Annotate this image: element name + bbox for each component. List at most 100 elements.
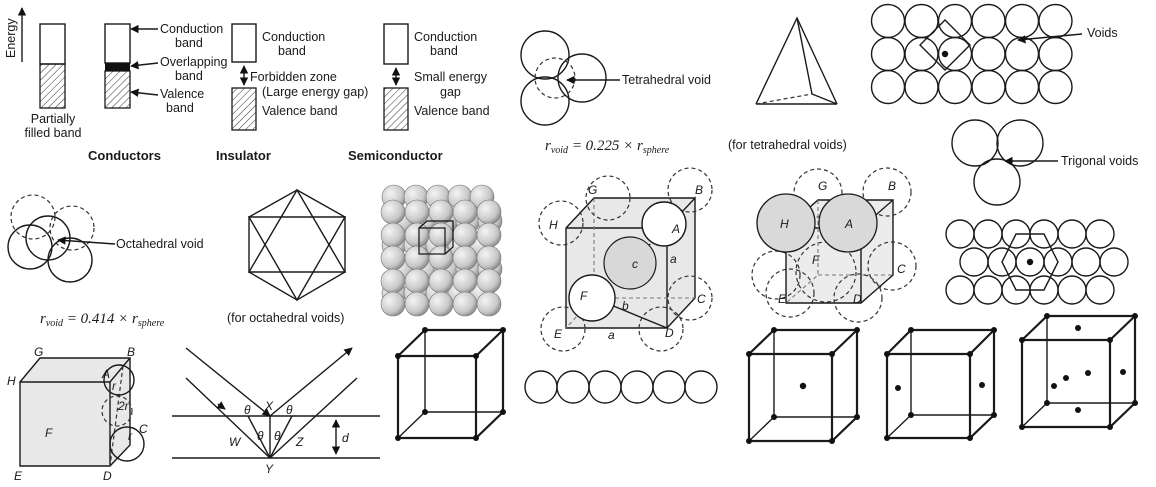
packed-sphere (1038, 36, 1073, 72)
tetra-label-E: E (554, 327, 563, 341)
trigonal-label: Trigonal voids (1061, 154, 1138, 168)
packed-sphere (904, 69, 939, 105)
packed-sphere (904, 36, 939, 72)
diag-label-H: H (7, 374, 16, 388)
lattice-point (908, 412, 914, 418)
tetra-label-a2: a (608, 328, 615, 342)
packed-sphere (452, 291, 478, 317)
overlapping-label-1: Overlapping (160, 55, 227, 69)
unit-cell-outline (418, 220, 454, 255)
conductor-valence-band (104, 70, 131, 109)
void-diamond (919, 19, 971, 71)
bragg-theta-3: θ (257, 429, 264, 443)
tetra-label-c: c (632, 257, 638, 271)
tetrahedral-cube-figure: G B H A c a F b C E D a (538, 167, 713, 352)
packed-sphere (1057, 219, 1087, 249)
lattice-point (395, 353, 401, 359)
semi-valence-label: Valence band (414, 104, 490, 118)
lattice-point (829, 351, 835, 357)
bcc-cube-figure (746, 327, 860, 444)
packed-sphere (380, 245, 406, 271)
tetrahedron-figure: (for tetrahedral voids) (728, 16, 847, 152)
lattice-point (473, 353, 479, 359)
diag-label-G: G (34, 345, 43, 359)
diag-label-E: E (14, 469, 23, 483)
row-of-spheres-figure (524, 370, 718, 404)
packed-sphere (476, 222, 502, 248)
packed-sphere (1099, 247, 1129, 277)
fcc-cube-figure (1019, 313, 1138, 430)
tetra-label-A: A (671, 222, 680, 236)
bragg-theta-1: θ (244, 403, 251, 417)
octahedron-projection-figure: (for octahedral voids) (227, 188, 347, 325)
diag-label-F: F (45, 426, 53, 440)
bragg-label-Z: Z (295, 435, 304, 449)
cond-valence-label-2: band (166, 101, 194, 115)
packed-sphere (476, 245, 502, 271)
packed-sphere (452, 245, 478, 271)
semi-conduction-label-2: band (430, 44, 458, 58)
packed-sphere (971, 36, 1006, 72)
lattice-point (854, 327, 860, 333)
octa-label-G: G (818, 179, 827, 193)
packed-sphere (959, 247, 989, 277)
lattice-point (1019, 424, 1025, 430)
packed-sphere (1004, 69, 1040, 105)
ins-valence-label: Valence band (262, 104, 338, 118)
tetra-label-B: B (695, 183, 703, 197)
octahedral-layer-figure (945, 219, 1129, 305)
lattice-point (991, 327, 997, 333)
lattice-point (500, 409, 506, 415)
bragg-label-W: W (229, 435, 242, 449)
packed-sphere (380, 199, 406, 225)
tetra-label-F: F (580, 289, 588, 303)
ins-conduction-label-1: Conduction (262, 30, 325, 44)
void-center-dot (941, 50, 949, 58)
lattice-point (967, 435, 973, 441)
packed-sphere (945, 275, 975, 305)
lattice-point (422, 327, 428, 333)
tetrahedral-caption: (for tetrahedral voids) (728, 138, 847, 152)
packed-sphere (452, 222, 478, 248)
diag-label-r: r (112, 379, 117, 393)
packed-sphere (452, 199, 478, 225)
partially-label-2: filled band (25, 126, 82, 140)
diag-label-B: B (127, 345, 135, 359)
packed-sphere (404, 199, 430, 225)
bragg-label-Y: Y (265, 462, 274, 476)
packed-sphere (404, 222, 430, 248)
packed-sphere (380, 268, 406, 294)
insulator-title: Insulator (216, 148, 271, 163)
insulator-valence-band (231, 87, 257, 131)
overlapping-band (105, 63, 130, 71)
semi-valence-band (383, 87, 409, 131)
partially-label-1: Partially (31, 112, 76, 126)
packed-sphere (1071, 247, 1101, 277)
lattice-point (1132, 313, 1138, 319)
cond-valence-label-1: Valence (160, 87, 204, 101)
semi-conduction-label-1: Conduction (414, 30, 477, 44)
octahedral-caption: (for octahedral voids) (227, 311, 344, 325)
lattice-point (771, 327, 777, 333)
octa-label-B: B (888, 179, 896, 193)
packed-sphere (380, 222, 406, 248)
packed-sphere (380, 291, 406, 317)
band-theory-panel: Energy Partially filled band Conduction … (4, 7, 490, 163)
packed-sphere (971, 3, 1006, 39)
lattice-point (473, 435, 479, 441)
tetrahedral-void-figure: Tetrahedral void rvoid = 0.225 × rsphere (520, 30, 711, 156)
bragg-theta-4: θ (274, 429, 281, 443)
bragg-diffraction-figure: θ θ X θ θ W Z Y d (172, 347, 380, 476)
packed-sphere (428, 222, 454, 248)
packed-sphere (1004, 3, 1040, 39)
lattice-point (829, 438, 835, 444)
packed-sphere (1085, 275, 1115, 305)
packed-sphere (1038, 69, 1073, 105)
bragg-theta-2: θ (286, 403, 293, 417)
packed-sphere (428, 291, 454, 317)
packed-sphere (973, 219, 1003, 249)
tetra-label-D: D (665, 326, 674, 340)
packed-sphere (404, 245, 430, 271)
tetrahedral-void-label: Tetrahedral void (622, 73, 711, 87)
packed-sphere (452, 268, 478, 294)
